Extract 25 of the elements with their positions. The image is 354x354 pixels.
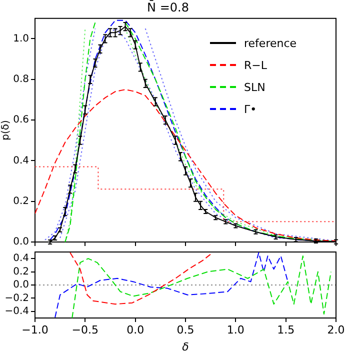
y-tick-label: 0.4 xyxy=(13,155,29,166)
x-tick-label: −0.5 xyxy=(72,323,99,336)
legend-label: SLN xyxy=(244,80,266,94)
y-tick-label: −0.4 xyxy=(4,306,29,317)
x-tick-label: −1.0 xyxy=(22,323,48,336)
y-tick-label: 0.0 xyxy=(13,280,29,291)
y-tick-label: 1.0 xyxy=(13,33,29,44)
y-axis-title: p(δ) xyxy=(0,120,12,140)
x-tick-label: 2.0 xyxy=(327,323,345,336)
x-tick-label: 1.0 xyxy=(226,323,244,336)
legend-label: reference xyxy=(244,36,297,50)
y-tick-label: 0.2 xyxy=(13,266,29,278)
y-tick-label: 0.4 xyxy=(13,253,29,264)
x-tick-label: 0.5 xyxy=(176,323,194,336)
y-tick-label: 0.6 xyxy=(13,114,29,126)
x-axis-title: δ xyxy=(182,340,190,354)
y-tick-label: −0.2 xyxy=(4,292,29,304)
x-tick-label: 1.5 xyxy=(277,323,295,336)
y-tick-label: 0.0 xyxy=(13,236,29,248)
y-tick-label: 0.2 xyxy=(13,196,29,207)
legend-label: R−L xyxy=(244,58,267,72)
legend-label: Γ• xyxy=(244,102,257,116)
x-tick-label: 0.0 xyxy=(126,323,144,336)
y-tick-label: 0.8 xyxy=(13,74,29,85)
chart-title: N̄ =0.8 xyxy=(147,0,189,14)
